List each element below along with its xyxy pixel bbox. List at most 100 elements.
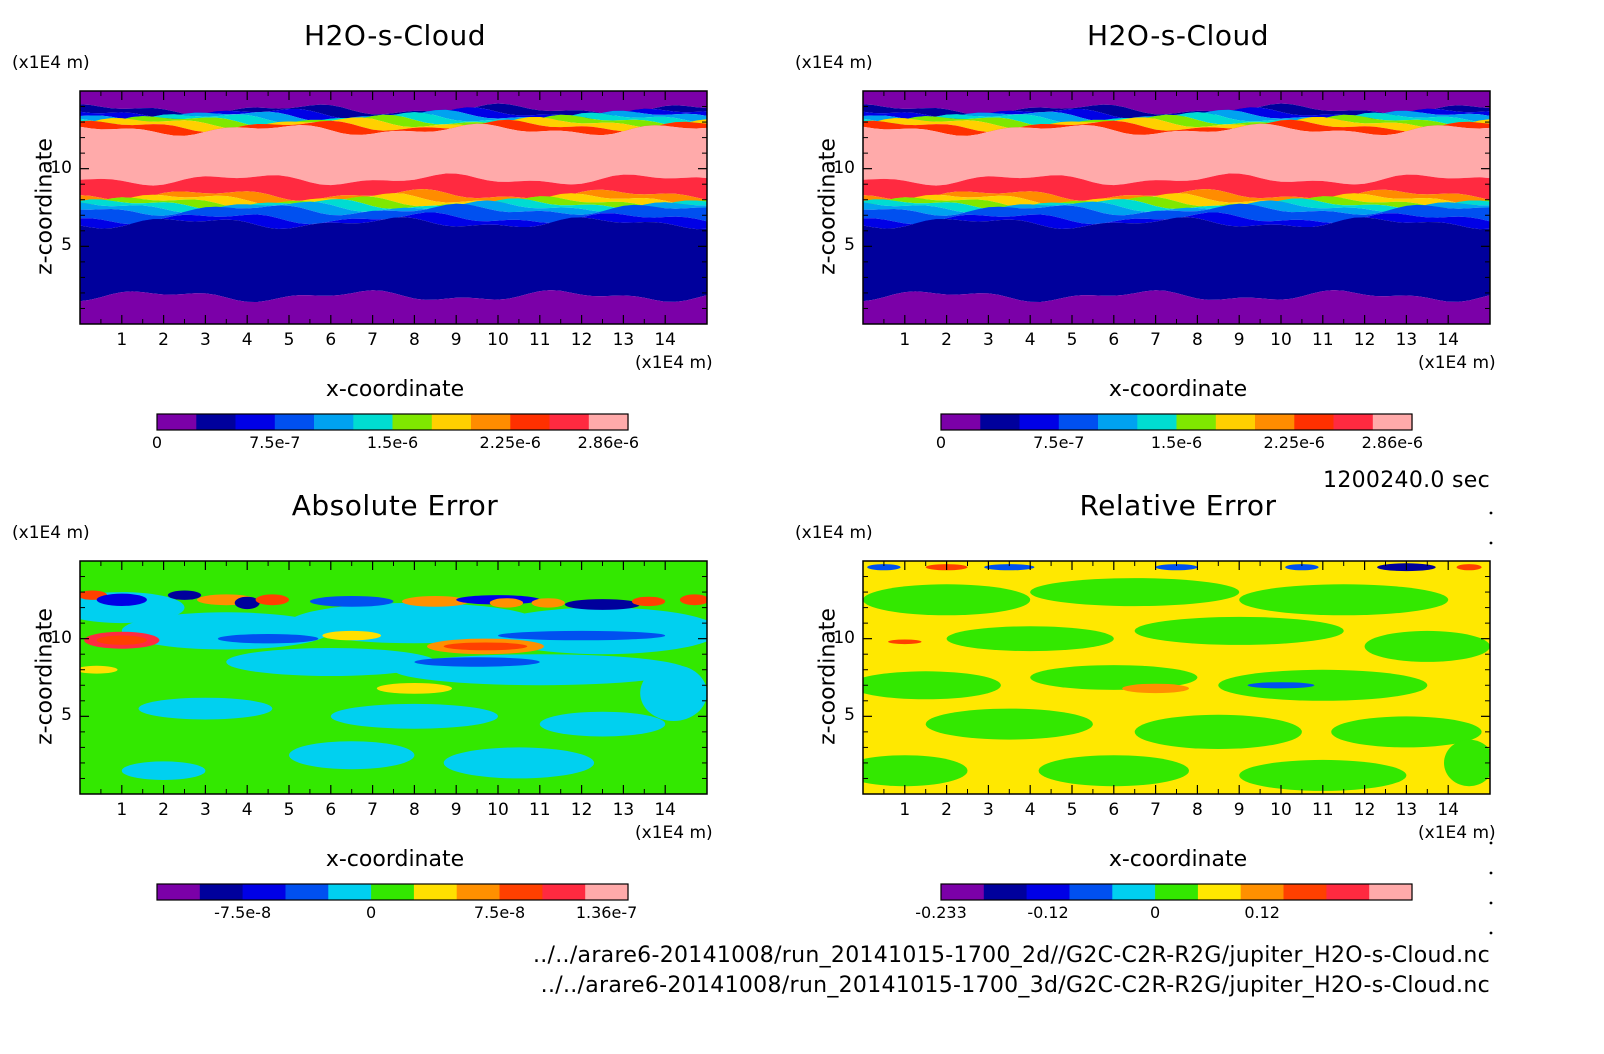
chart-title: Absolute Error (291, 489, 499, 522)
colorbar-swatch (1369, 884, 1413, 900)
x-tick-label: 8 (408, 330, 420, 350)
x-tick-label: 12 (570, 800, 593, 820)
contour-region (640, 665, 707, 721)
colorbar (156, 883, 629, 901)
colorbar-frame (156, 883, 629, 901)
contour-region (497, 630, 666, 641)
colorbar-swatch (1333, 414, 1374, 430)
panel-2 (862, 90, 1491, 325)
x-tick-label: 10 (487, 800, 509, 820)
colorbar-swatch (235, 414, 276, 430)
contour-band (863, 203, 1490, 225)
x-tick-label: 5 (283, 330, 295, 350)
contour-region (1122, 683, 1189, 694)
contour-region (1239, 759, 1407, 791)
contour-band (863, 189, 1490, 205)
contour-region (1444, 739, 1490, 787)
contour-band (80, 103, 707, 120)
contour-band (80, 212, 707, 230)
y-tick-label: 5 (61, 705, 72, 726)
contour-region (539, 711, 666, 737)
y-tick-label: 5 (61, 235, 72, 256)
contour-band (863, 198, 1490, 213)
colorbar-label: 2.25e-6 (1263, 433, 1325, 452)
x-tick-label: 8 (1191, 800, 1203, 820)
margin-dot (1489, 841, 1493, 845)
x-tick-label: 12 (1353, 800, 1376, 820)
x-axis-label: x-coordinate (1108, 377, 1248, 402)
contour-band (863, 119, 1490, 136)
x-tick-label: 5 (1066, 330, 1078, 350)
contour-band (863, 196, 1490, 211)
x-tick-label: 11 (528, 800, 551, 820)
x-tick-label: 9 (450, 800, 462, 820)
colorbar-label: 7.5e-7 (249, 433, 301, 452)
colorbar-swatch (431, 414, 472, 430)
colorbar-swatch (1215, 414, 1256, 430)
colorbar-label: 1.36e-7 (575, 903, 638, 922)
colorbar-swatch (157, 884, 201, 900)
colorbar-swatch (1058, 414, 1099, 430)
colorbar-swatch (242, 884, 286, 900)
x-tick-label: 1 (899, 800, 911, 820)
contour-band (863, 103, 1490, 120)
x-tick-label: 13 (1395, 800, 1418, 820)
plot-area (863, 91, 1490, 324)
contour-region (1456, 564, 1482, 571)
contour-region (946, 626, 1114, 652)
contour-region (1285, 564, 1319, 571)
x-tick-label: 4 (1024, 800, 1036, 820)
margin-dot (1489, 511, 1493, 515)
x-tick-label: 2 (158, 800, 169, 820)
colorbar (156, 413, 629, 431)
x-tick-label: 8 (408, 800, 420, 820)
contour-band (863, 114, 1490, 129)
contour-band (80, 203, 707, 225)
x-tick-label: 2 (941, 800, 952, 820)
contour-region (1030, 665, 1198, 690)
plot-area (80, 561, 707, 794)
x-unit-label: (x1E4 m) (1418, 353, 1496, 373)
colorbar-swatch (1098, 414, 1138, 430)
colorbar-swatch (1255, 414, 1295, 430)
colorbar-label: -0.12 (1027, 903, 1069, 922)
colorbar-swatch (1155, 884, 1199, 900)
chart-title: Relative Error (1079, 489, 1277, 522)
colorbar-label: 2.86e-6 (1361, 433, 1424, 452)
x-tick-label: 7 (367, 800, 378, 820)
colorbar-swatch (542, 884, 586, 900)
contour-region (234, 596, 260, 610)
contour-region (531, 598, 565, 608)
panel-3 (79, 560, 708, 795)
x-tick-label: 14 (654, 330, 676, 350)
contour-region (1218, 669, 1428, 701)
colorbar-swatch (392, 414, 433, 430)
contour-band (80, 196, 707, 211)
contour-region (121, 761, 206, 780)
x-tick-label: 9 (450, 330, 462, 350)
x-tick-label: 3 (199, 800, 211, 820)
contour-band (80, 119, 707, 136)
file-path-1: ../../arare6-20141008/run_20141015-1700_… (532, 943, 1490, 968)
x-unit-label: (x1E4 m) (1418, 823, 1496, 843)
contour-band (80, 91, 707, 116)
colorbar-swatch (1112, 884, 1156, 900)
colorbar-swatch (274, 414, 315, 430)
x-tick-label: 8 (1191, 330, 1203, 350)
colorbar-swatch (1026, 884, 1070, 900)
x-axis-label: x-coordinate (325, 847, 465, 872)
contour-band (863, 217, 1490, 302)
x-tick-label: 12 (570, 330, 593, 350)
colorbar-swatch (941, 884, 985, 900)
colorbar-label: 2.86e-6 (577, 433, 640, 452)
x-tick-label: 13 (612, 330, 635, 350)
y-tick-label: 10 (50, 157, 72, 178)
colorbar-swatch (1069, 884, 1113, 900)
colorbar-swatch (941, 414, 981, 430)
x-tick-label: 9 (1233, 330, 1245, 350)
x-tick-label: 6 (1108, 330, 1120, 350)
contour-band (80, 198, 707, 213)
x-tick-label: 1 (116, 330, 128, 350)
contour-band (80, 123, 707, 186)
